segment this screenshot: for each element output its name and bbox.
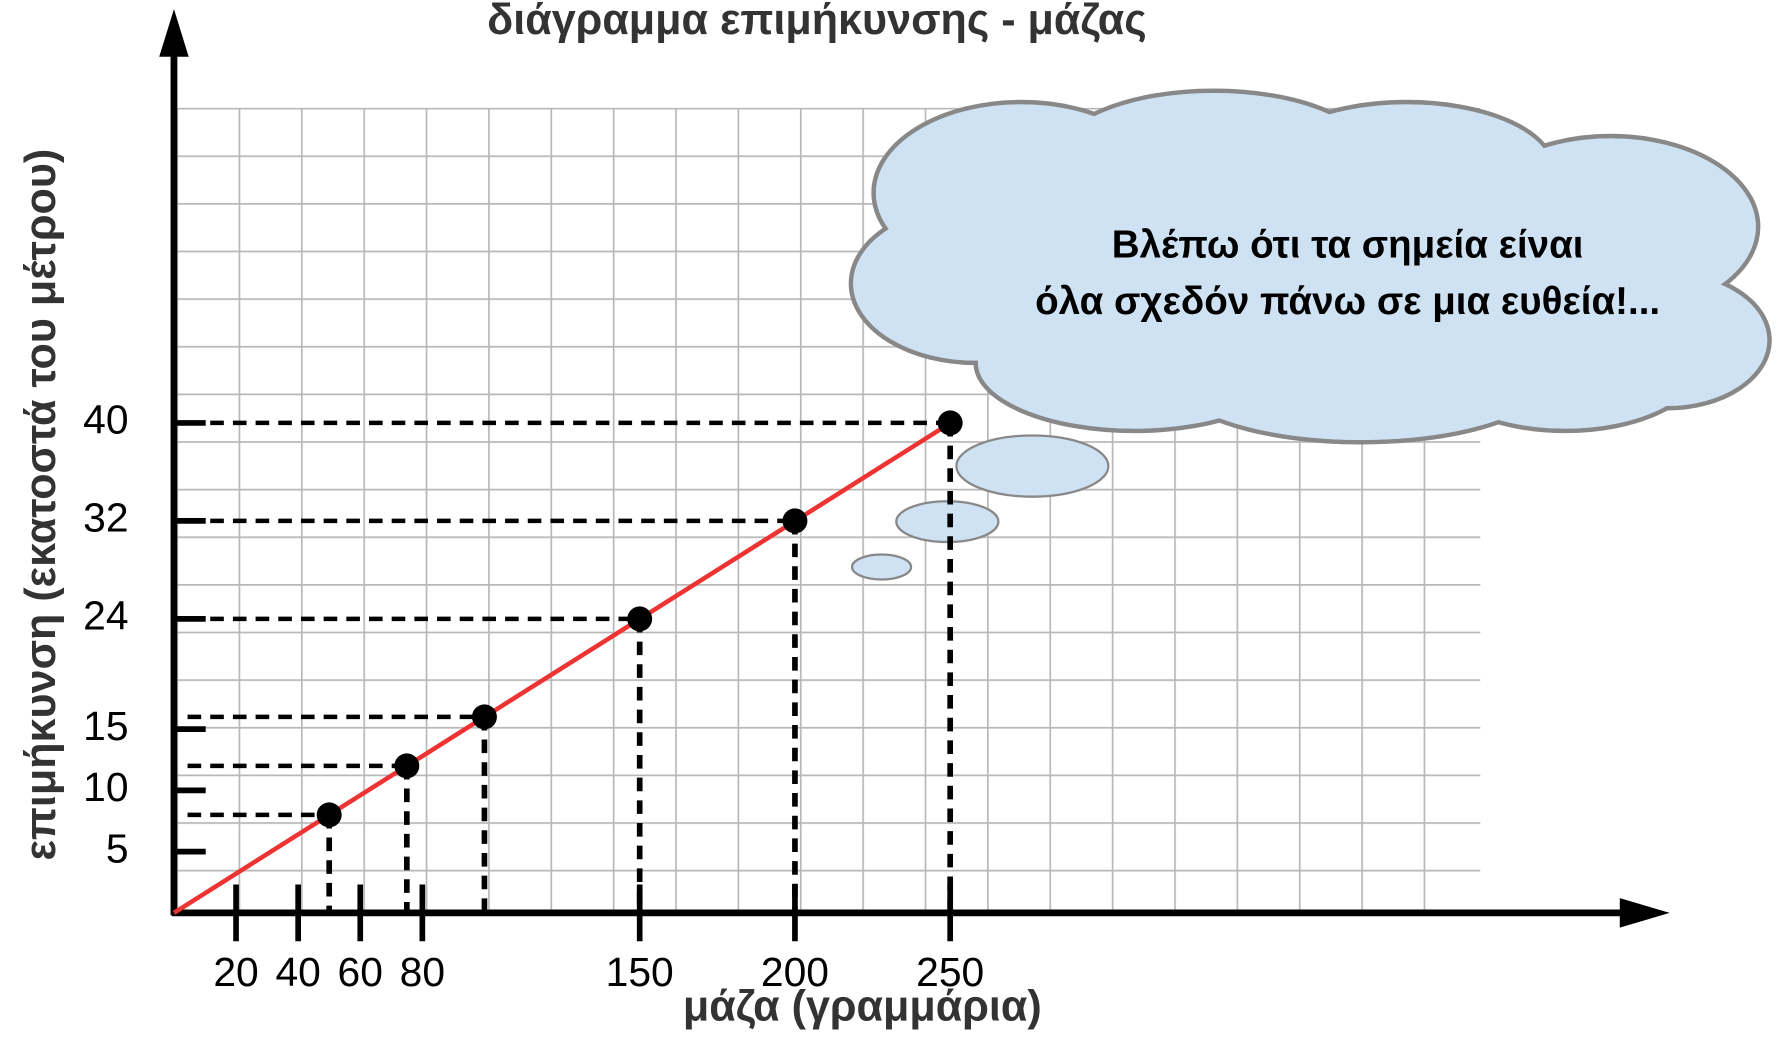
annotation: Βλέπω ότι τα σημεία είναι [1112,223,1584,266]
point [394,753,420,779]
y-tick-label: 24 [83,593,128,639]
fit-line [172,417,958,915]
x-tick-label: 250 [916,949,984,995]
y-tick-label: 10 [83,764,128,810]
x-tick-label: 60 [338,949,383,995]
thought-cloud [848,88,1772,581]
point [782,508,808,534]
annotation: όλα σχεδόν πάνω σε μια ευθεία!... [1035,280,1660,323]
x-tick-label: 40 [275,949,320,995]
y-axis-arrow [159,9,189,57]
point [471,704,497,730]
y-tick-label: 15 [83,703,128,749]
x-tick-label: 20 [213,949,258,995]
y-axis-label: επιμήκυνση (εκατοστά του μέτρου) [17,149,65,861]
x-tick-label: 150 [606,949,674,995]
point [316,802,342,828]
point [627,606,653,632]
x-axis-arrow [1619,898,1670,928]
y-tick-label: 5 [106,825,129,871]
x-axis-label: μάζα (γραμμάρια) [683,983,1042,1031]
y-tick-label: 40 [83,397,128,443]
chart-title: διάγραμμα επιμήκυνσης - μάζας [487,0,1147,44]
y-tick-label: 32 [83,495,128,541]
point [937,410,963,436]
x-tick-label: 200 [761,949,829,995]
x-tick-label: 80 [400,949,445,995]
